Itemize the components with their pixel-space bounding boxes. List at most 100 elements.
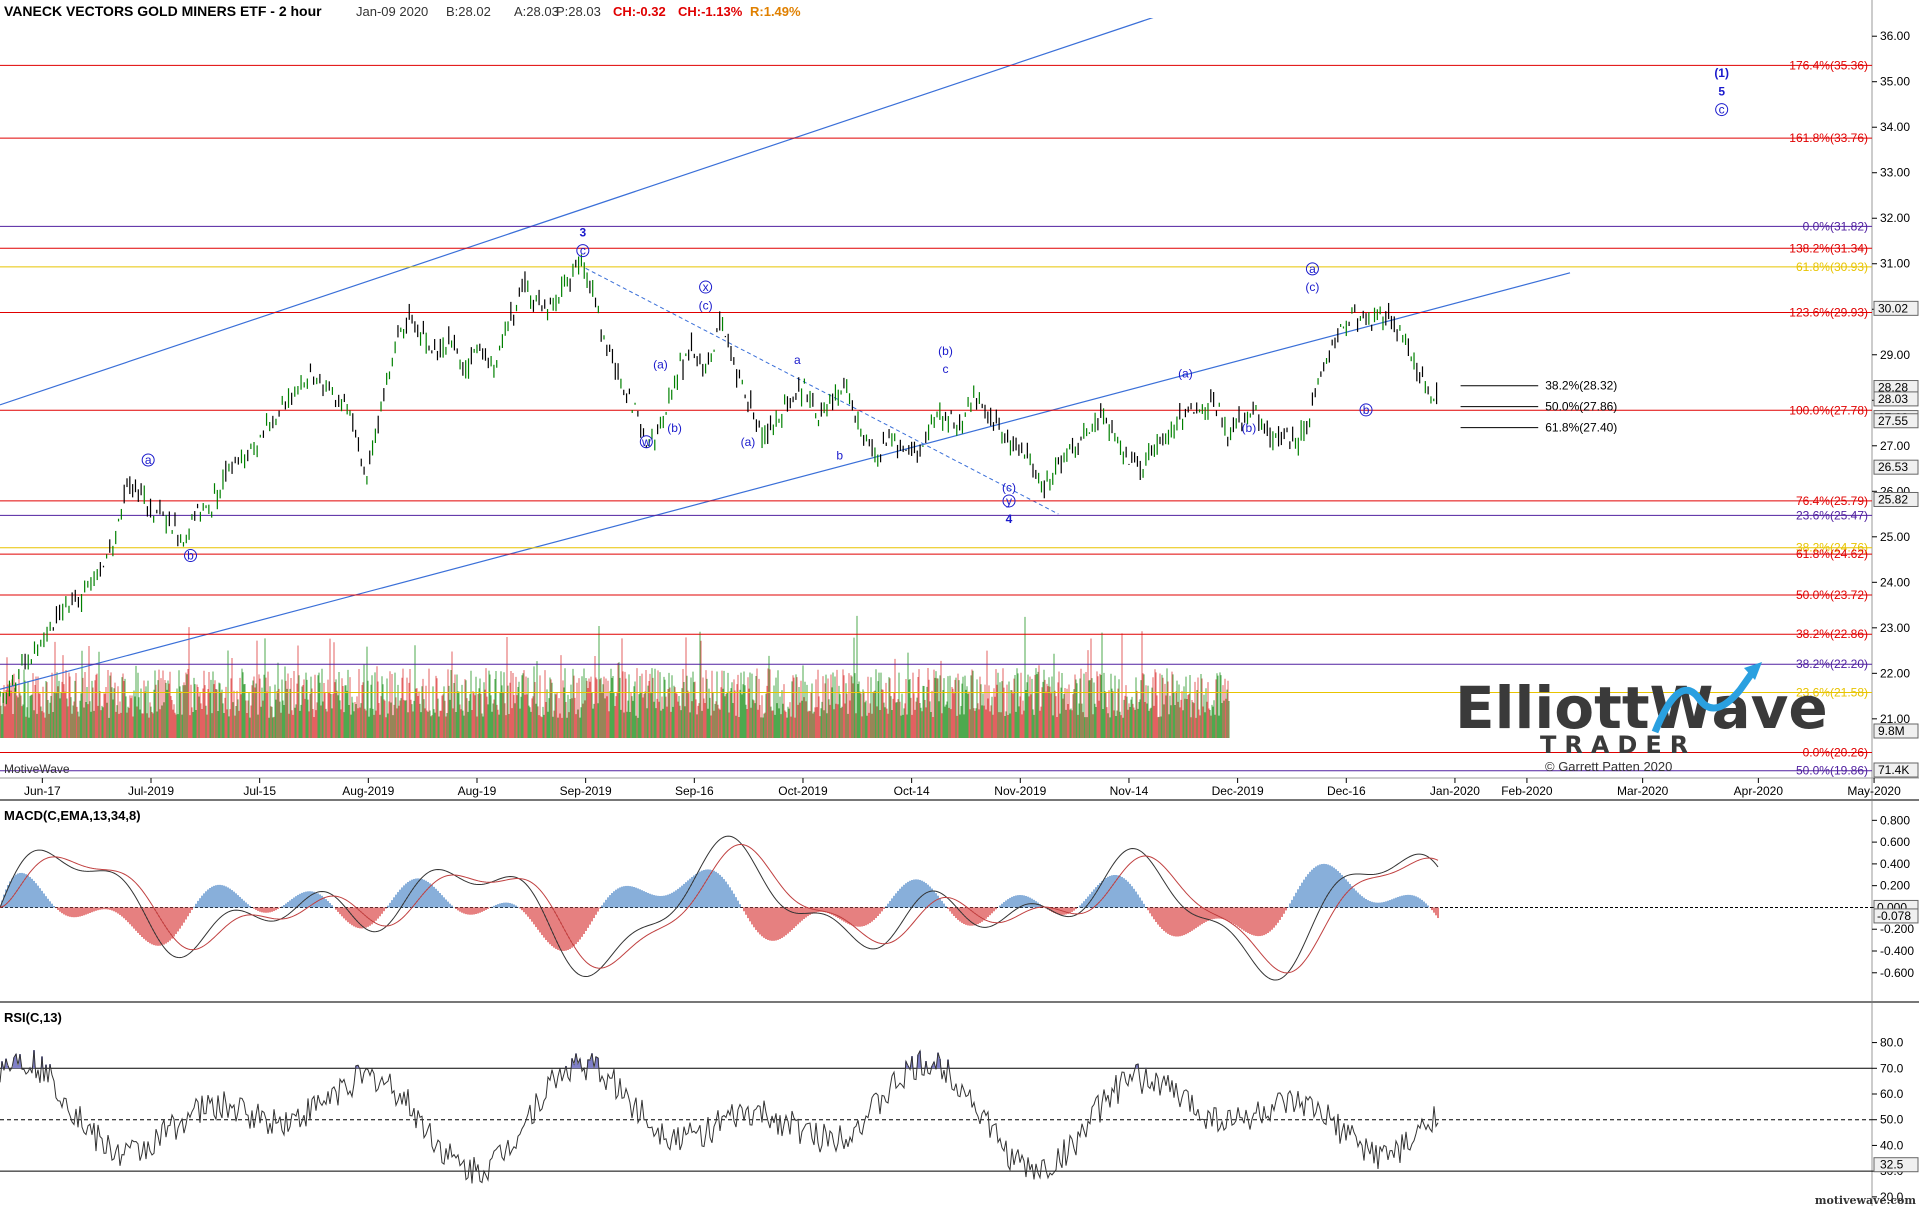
price-axis-label: 33.00 <box>1880 166 1910 180</box>
macd-panel <box>0 835 1872 981</box>
lower-channel-line <box>0 272 1571 690</box>
macd-title: MACD(C,EMA,13,34,8) <box>4 808 141 823</box>
fib-level-label: 138.2%(31.34) <box>1789 241 1868 255</box>
price-axis-label: 32.00 <box>1880 211 1910 225</box>
time-axis-label: Oct-14 <box>894 784 930 798</box>
price-tag-box <box>1873 413 1919 429</box>
wave-trendline <box>585 267 1059 515</box>
fib-level-label: 176.4%(35.36) <box>1789 58 1868 72</box>
time-axis-label: Nov-14 <box>1110 784 1149 798</box>
wave-label: (c) <box>1305 280 1319 294</box>
wave-label: c <box>1719 103 1725 117</box>
wave-label: c <box>580 244 586 258</box>
price-tag-label: 26.53 <box>1878 460 1908 474</box>
wave-label: (b) <box>667 421 682 435</box>
time-axis-label: Aug-2019 <box>342 784 394 798</box>
wave-label: a <box>145 453 152 467</box>
macd-axis-label: 0.400 <box>1880 857 1910 871</box>
wave-label: x <box>703 280 709 294</box>
instrument-title: VANECK VECTORS GOLD MINERS ETF - 2 hour <box>4 3 322 19</box>
logo-arrow-icon <box>1744 662 1762 680</box>
volume-tag-box <box>1873 723 1919 739</box>
chart-header: VANECK VECTORS GOLD MINERS ETF - 2 hour … <box>4 3 801 19</box>
time-axis[interactable]: Jun-17 Jul-2019 Jul-15 Aug-2019 Aug-19 Sep-20… <box>24 778 1901 798</box>
wave-label: (c) <box>1002 480 1016 494</box>
fib-level-label: 123.6%(29.93) <box>1789 305 1868 319</box>
wave-label: w <box>641 435 651 449</box>
rsi-axis-label: 40.0 <box>1880 1138 1904 1152</box>
wave-label: b <box>1363 403 1370 417</box>
rsi-axis[interactable]: 80.070.060.050.040.030.020.032.5 <box>1872 1036 1919 1204</box>
price-tag-label: 28.03 <box>1878 392 1908 406</box>
volume-bars <box>0 615 1230 738</box>
wave-label: (a) <box>1178 367 1193 381</box>
wave-label-circle <box>1002 494 1016 508</box>
fib-level-label: 50.0%(23.72) <box>1796 588 1868 602</box>
fib-level-label: 161.8%(33.76) <box>1789 131 1868 145</box>
volume-tag-label: 71.4K <box>1878 763 1909 777</box>
rsi-axis-label: 50.0 <box>1880 1113 1904 1127</box>
time-axis-label: Sep-16 <box>675 784 714 798</box>
fib-level-label: 23.6%(25.47) <box>1796 508 1868 522</box>
price-tag-box <box>1873 459 1919 475</box>
wave-label-circle <box>699 280 713 294</box>
price-axis-label: 22.00 <box>1880 666 1910 680</box>
wave-label: (a) <box>741 435 756 449</box>
price-tag-box <box>1873 491 1919 507</box>
rsi-panel <box>0 1049 1872 1184</box>
ask-value: A:28.03 <box>514 4 559 19</box>
fib-level-label: 38.2%(24.76) <box>1796 541 1868 555</box>
price-tag-label: 30.02 <box>1878 301 1908 315</box>
rsi-axis-label: 20.0 <box>1880 1190 1904 1204</box>
rsi-tag-label: 32.5 <box>1880 1158 1904 1172</box>
price-bars <box>0 254 1438 705</box>
macd-axis-label: -0.400 <box>1880 944 1914 958</box>
change-percent: CH:-1.13% <box>678 4 743 19</box>
platform-label: MotiveWave <box>4 762 70 776</box>
macd-axis-label: 0.600 <box>1880 835 1910 849</box>
fib-level-label: 76.4%(25.79) <box>1796 494 1868 508</box>
price-axis-label: 21.00 <box>1880 712 1910 726</box>
price-axis-label: 24.00 <box>1880 575 1910 589</box>
wave-label: a <box>794 353 801 367</box>
macd-tag-box <box>1873 908 1919 924</box>
price-axis-label: 31.00 <box>1880 257 1910 271</box>
fib-level-label: 0.0%(31.82) <box>1803 219 1868 233</box>
logo-wave-icon <box>1651 670 1755 734</box>
time-axis-label: Jun-17 <box>24 784 61 798</box>
wave-label-circle <box>1715 103 1729 117</box>
rsi-axis-label: 60.0 <box>1880 1087 1904 1101</box>
logo-wordmark: ElliottWave <box>1455 674 1828 742</box>
wave-label-circle <box>141 453 155 467</box>
volume-tag-box <box>1873 762 1919 778</box>
site-watermark: motivewave.com <box>1815 1194 1916 1206</box>
wave-label: y <box>1006 494 1012 508</box>
time-axis-label: Oct-2019 <box>778 784 828 798</box>
copyright-text: © Garrett Patten 2020 <box>1545 759 1672 774</box>
rsi-line <box>0 1049 1439 1184</box>
price-tag-label: 27.55 <box>1878 414 1908 428</box>
wave-label: a <box>1309 262 1316 276</box>
time-axis-label: Dec-16 <box>1327 784 1366 798</box>
rsi-axis-label: 70.0 <box>1880 1061 1904 1075</box>
macd-axis-label: -0.600 <box>1880 966 1914 980</box>
time-axis-label: Jan-2020 <box>1430 784 1480 798</box>
macd-axis[interactable]: 0.8000.6000.4000.2000.000-0.200-0.400-0.… <box>1872 813 1919 980</box>
rsi-axis-label: 80.0 <box>1880 1036 1904 1050</box>
macd-axis-label: 0.200 <box>1880 879 1910 893</box>
time-axis-label: Jul-2019 <box>128 784 174 798</box>
fib-level-label: 50.0%(19.86) <box>1796 764 1868 778</box>
trend-channels <box>0 18 1571 690</box>
wave-label-circle <box>639 435 653 449</box>
price-axis-label: 27.00 <box>1880 439 1910 453</box>
bar-date: Jan-09 2020 <box>356 4 428 19</box>
short-fib-label: 50.0%(27.86) <box>1545 400 1617 414</box>
price-axis-label: 34.00 <box>1880 120 1910 134</box>
logo-subtitle: TRADER <box>1540 731 1696 759</box>
wave-label: 5 <box>1718 84 1725 98</box>
wave-label-circle <box>576 244 590 258</box>
